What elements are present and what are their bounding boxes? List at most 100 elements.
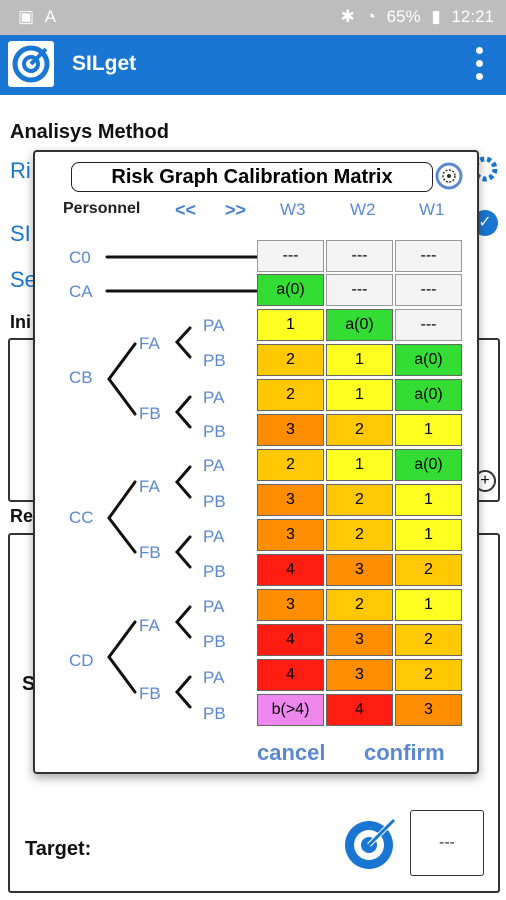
s-label: S [22,673,36,695]
matrix-cell[interactable]: 2 [257,379,324,411]
matrix-cell[interactable]: 4 [257,554,324,586]
label-cc: CC [69,508,94,527]
analysis-method-label: Analisys Method [10,121,169,143]
column-header-w1: W1 [419,200,445,219]
matrix-cell[interactable]: a(0) [395,379,462,411]
battery-percent: 65% [386,7,421,26]
matrix-cell[interactable]: b(>4) [257,694,324,726]
matrix-cell[interactable]: 3 [326,659,393,691]
gear-icon[interactable] [434,161,464,191]
matrix-cell[interactable]: 2 [395,659,462,691]
matrix-cell[interactable]: 3 [326,554,393,586]
font-icon: A [44,7,57,26]
target-logo-icon[interactable] [340,812,402,874]
label-pa-4: PA [203,527,225,546]
matrix-cell[interactable]: 3 [257,589,324,621]
se-method-link[interactable]: Se [10,267,37,292]
wifi-icon: ◔ [365,7,376,26]
matrix-cell[interactable]: 3 [257,414,324,446]
matrix-cell[interactable]: 2 [326,589,393,621]
matrix-cell[interactable]: --- [395,309,462,341]
label-pb-4: PB [203,562,226,581]
matrix-cell[interactable]: 2 [257,344,324,376]
matrix-cell[interactable]: 1 [395,589,462,621]
matrix-cell[interactable]: --- [395,240,462,272]
clock: 12:21 [451,7,494,26]
label-pb-6: PB [203,704,226,723]
matrix-cell[interactable]: a(0) [395,449,462,481]
matrix-cell[interactable]: 2 [326,519,393,551]
bluetooth-icon: ✱ [340,7,355,26]
sil-method-link[interactable]: SI [10,221,31,246]
overflow-menu-icon[interactable] [476,47,484,81]
label-cc-fb: FB [139,543,161,562]
app-logo-icon [8,41,54,87]
label-pb-5: PB [203,632,226,651]
column-header-w3: W3 [280,200,306,219]
nav-prev-button[interactable]: << [175,200,197,220]
matrix-cell[interactable]: 2 [326,414,393,446]
label-pa-5: PA [203,597,225,616]
app-bar: SILget [0,35,506,95]
label-pb-3: PB [203,492,226,511]
matrix-cell[interactable]: 1 [326,344,393,376]
matrix-cell[interactable]: 3 [257,519,324,551]
matrix-cell[interactable]: --- [326,274,393,306]
status-icons-left: ▣ A [12,7,56,27]
matrix-cell[interactable]: 4 [326,694,393,726]
battery-icon: ▮ [431,7,441,26]
label-cc-fa: FA [139,477,160,496]
personnel-label: Personnel [63,200,141,217]
risk-method-link[interactable]: Ri [10,158,31,183]
matrix-cell[interactable]: 3 [257,484,324,516]
target-label: Target: [25,838,92,860]
matrix-cell[interactable]: --- [395,274,462,306]
matrix-cell[interactable]: a(0) [257,274,324,306]
label-cb: CB [69,368,93,387]
label-cd-fa: FA [139,616,160,635]
matrix-cell[interactable]: 2 [326,484,393,516]
matrix-cell[interactable]: 1 [257,309,324,341]
matrix-cell[interactable]: 4 [257,624,324,656]
app-title: SILget [72,52,137,75]
matrix-cell[interactable]: 1 [395,519,462,551]
column-header-w2: W2 [350,200,376,219]
matrix-cell[interactable]: 1 [395,484,462,516]
label-pa-2: PA [203,388,225,407]
gallery-icon: ▣ [18,7,35,26]
label-pb-1: PB [203,351,226,370]
result-label: Re [10,506,34,526]
label-pa-1: PA [203,316,225,335]
matrix-cell[interactable]: 3 [326,624,393,656]
label-ca: CA [69,282,93,301]
calibration-dialog: Risk Graph Calibration Matrix Personnel … [33,150,479,774]
matrix-cell[interactable]: 4 [257,659,324,691]
matrix-cell[interactable]: --- [257,240,324,272]
matrix-cell[interactable]: a(0) [326,309,393,341]
matrix-cell[interactable]: 1 [326,379,393,411]
label-c0: C0 [69,248,91,267]
dialog-title: Risk Graph Calibration Matrix [71,162,433,192]
confirm-button[interactable]: confirm [364,740,445,765]
label-cb-fa: FA [139,334,160,353]
matrix-cell[interactable]: 2 [257,449,324,481]
risk-graph-tree [105,255,259,709]
matrix-cell[interactable]: 2 [395,624,462,656]
nav-next-button[interactable]: >> [225,200,247,220]
label-pa-3: PA [203,456,225,475]
label-cb-fb: FB [139,404,161,423]
matrix-cell[interactable]: a(0) [395,344,462,376]
cancel-button[interactable]: cancel [257,740,326,765]
matrix-cell[interactable]: 3 [395,694,462,726]
label-pa-6: PA [203,668,225,687]
label-pb-2: PB [203,422,226,441]
initial-label: Ini [10,312,31,332]
target-value-box[interactable]: --- [410,810,484,876]
matrix-cell[interactable]: 2 [395,554,462,586]
label-cd-fb: FB [139,684,161,703]
matrix-cell[interactable]: --- [326,240,393,272]
status-icons-right: ✱ ◔ 65% ▮ 12:21 [335,7,494,27]
status-bar: ▣ A ✱ ◔ 65% ▮ 12:21 [0,0,506,35]
matrix-cell[interactable]: 1 [395,414,462,446]
matrix-cell[interactable]: 1 [326,449,393,481]
